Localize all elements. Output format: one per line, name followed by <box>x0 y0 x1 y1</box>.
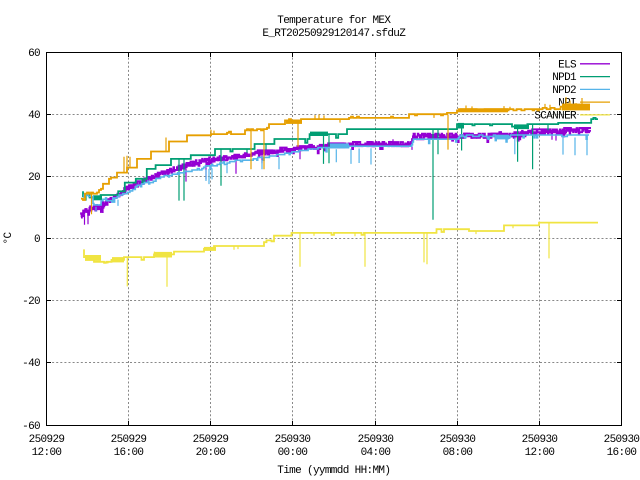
svg-text:250930: 250930 <box>358 434 394 446</box>
svg-text:250930: 250930 <box>604 434 640 446</box>
svg-text:00:00: 00:00 <box>278 447 308 459</box>
svg-text:12:00: 12:00 <box>32 447 62 459</box>
svg-text:Temperature for MEX: Temperature for MEX <box>277 15 391 27</box>
svg-text:-20: -20 <box>22 296 40 308</box>
svg-text:250929: 250929 <box>111 434 147 446</box>
svg-text:NPD2: NPD2 <box>552 85 576 97</box>
svg-text:08:00: 08:00 <box>443 447 473 459</box>
svg-text:250930: 250930 <box>275 434 311 446</box>
svg-text:NPD1: NPD1 <box>552 72 577 84</box>
svg-text:20:00: 20:00 <box>196 447 226 459</box>
svg-text:ELS: ELS <box>558 59 577 71</box>
svg-text:SCANNER: SCANNER <box>534 111 577 123</box>
svg-text:250929: 250929 <box>29 434 65 446</box>
svg-text:40: 40 <box>28 110 40 122</box>
svg-text:250930: 250930 <box>522 434 558 446</box>
svg-text:-40: -40 <box>22 358 40 370</box>
svg-text:20: 20 <box>28 172 40 184</box>
svg-text:12:00: 12:00 <box>525 447 555 459</box>
svg-text:Time (yymmdd HH:MM): Time (yymmdd HH:MM) <box>277 465 390 477</box>
svg-text:250929: 250929 <box>193 434 229 446</box>
svg-text:250930: 250930 <box>440 434 476 446</box>
svg-text:-60: -60 <box>22 421 40 433</box>
svg-text:04:00: 04:00 <box>361 447 391 459</box>
svg-text:0: 0 <box>34 234 40 246</box>
svg-text:16:00: 16:00 <box>607 447 637 459</box>
svg-text:60: 60 <box>28 48 40 60</box>
svg-text:°C: °C <box>3 232 15 245</box>
svg-text:E_RT20250929120147.sfduZ: E_RT20250929120147.sfduZ <box>262 28 406 40</box>
svg-text:16:00: 16:00 <box>114 447 144 459</box>
